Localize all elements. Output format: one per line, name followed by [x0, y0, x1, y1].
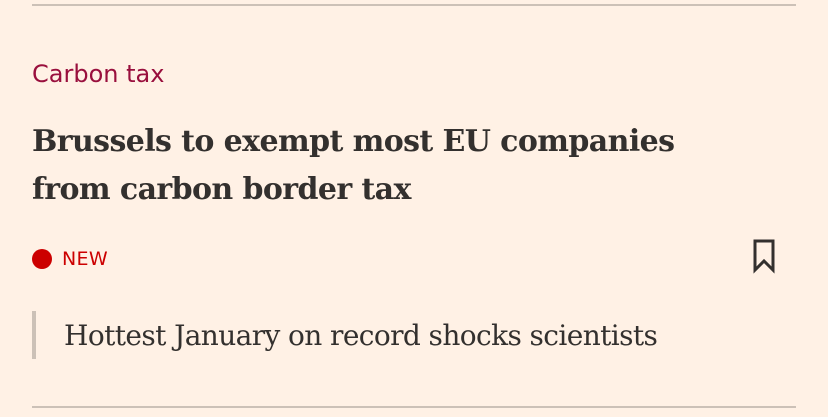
topic-link[interactable]: Carbon tax: [32, 60, 165, 88]
new-dot-icon: [32, 249, 52, 269]
new-badge: NEW: [32, 246, 108, 272]
related-article-link[interactable]: Hottest January on record shocks scienti…: [64, 318, 658, 352]
related-article: Hottest January on record shocks scienti…: [32, 311, 658, 359]
top-divider: [32, 4, 796, 6]
bottom-divider: [32, 406, 796, 408]
bookmark-icon: [753, 239, 775, 274]
article-headline[interactable]: Brussels to exempt most EU companies fro…: [32, 124, 675, 207]
new-badge-label: NEW: [62, 248, 108, 270]
bookmark-button[interactable]: [750, 238, 778, 274]
